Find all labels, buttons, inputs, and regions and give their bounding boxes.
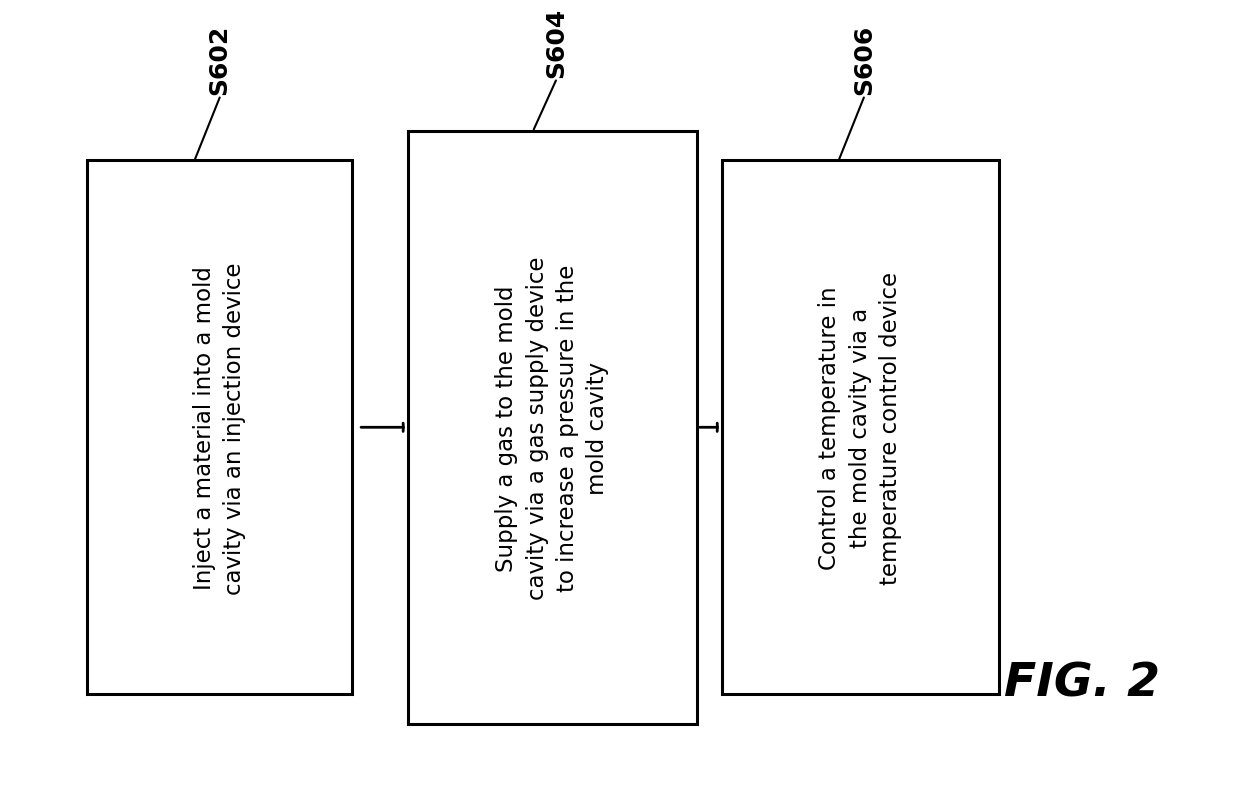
Text: Supply a gas to the mold
cavity via a gas supply device
to increase a pressure i: Supply a gas to the mold cavity via a ga…	[496, 256, 609, 599]
Text: S604: S604	[544, 7, 568, 78]
Bar	[722, 161, 998, 695]
Text: S606: S606	[852, 25, 875, 95]
Bar	[87, 161, 352, 695]
Text: Inject a material into a mold
cavity via an injection device: Inject a material into a mold cavity via…	[193, 261, 247, 593]
Text: FIG. 2: FIG. 2	[1004, 661, 1159, 706]
Text: S602: S602	[208, 25, 232, 95]
Text: Control a temperature in
the mold cavity via a
temperature control device: Control a temperature in the mold cavity…	[818, 271, 901, 584]
Bar	[408, 132, 697, 724]
